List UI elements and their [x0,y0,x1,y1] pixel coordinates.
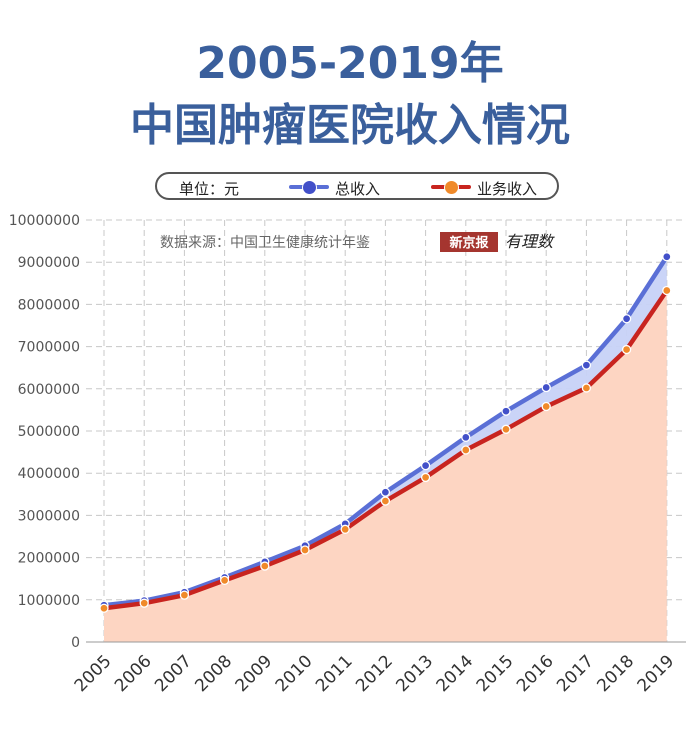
point-business [260,561,270,571]
point-business [501,424,511,434]
y-tick-label: 2000000 [18,551,80,567]
y-tick-label: 8000000 [18,297,80,313]
x-tick-label: 2014 [433,651,478,696]
point-business [662,285,672,296]
y-tick-label: 3000000 [18,508,80,524]
y-tick-label: 6000000 [18,382,80,398]
legend-business-dot-icon [444,180,459,195]
point-total [581,360,592,370]
logo-xinjingbao-badge [440,232,498,252]
point-total [501,406,511,416]
y-tick-label: 5000000 [18,424,80,440]
point-business [420,472,431,483]
x-tick-label: 2019 [634,651,679,696]
y-tick-label: 9000000 [18,255,80,271]
x-tick-label: 2007 [151,651,196,696]
x-tick-label: 2015 [473,651,518,696]
chart-title-line1: 2005-2019年 [196,38,504,89]
x-tick-label: 2012 [352,651,397,696]
x-tick-label: 2006 [111,651,156,696]
legend: 单位：元 总收入 业务收入 [155,172,559,200]
point-business [621,344,632,355]
point-total [461,432,471,442]
y-tick-label: 0 [71,635,80,651]
point-business [139,598,149,608]
x-tick-label: 2013 [392,651,437,696]
point-total [420,460,431,471]
x-axis-ticks: 2005200620072008200920102011201220132014… [71,651,679,696]
x-tick-label: 2018 [593,651,638,696]
point-business [340,524,350,534]
chart-title-line2: 中国肿瘤医院收入情况 [130,100,570,151]
x-tick-label: 2017 [553,651,598,696]
area-chart: 0 1000000 2000000 3000000 4000000 5000000 6000… [9,213,686,696]
legend-total-label: 总收入 [335,180,381,198]
x-tick-label: 2011 [312,651,357,696]
point-total [380,487,391,497]
point-total [662,252,672,262]
unit-label: 单位：元 [179,180,240,198]
y-tick-label: 4000000 [18,466,80,482]
point-business [179,590,190,600]
x-tick-label: 2008 [191,651,236,696]
x-tick-label: 2016 [513,651,558,696]
point-business [300,545,310,555]
logo-youlishu-text: 有理数 [505,232,555,251]
legend-business-label: 业务收入 [477,180,538,198]
point-business [380,496,391,506]
logo-xinjingbao-text: 新京报 [449,235,489,251]
y-axis-ticks: 0 1000000 2000000 3000000 4000000 5000000 6000… [9,213,80,651]
x-tick-label: 2009 [232,651,277,696]
point-business [461,445,471,455]
x-tick-label: 2005 [71,651,116,696]
area-fills [104,256,667,642]
y-tick-label: 7000000 [18,340,80,356]
legend-total-dot-icon [302,180,317,195]
point-business [541,401,551,412]
point-business [99,603,109,613]
point-total [541,382,551,393]
source-text: 数据来源：中国卫生健康统计年鉴 [160,234,370,251]
point-total [621,314,632,324]
point-business [219,575,230,586]
area-business [104,290,667,642]
y-tick-label: 1000000 [18,593,80,609]
point-business [581,383,592,393]
x-tick-label: 2010 [272,651,317,696]
y-tick-label: 10000000 [9,213,80,229]
data-points [99,252,672,613]
